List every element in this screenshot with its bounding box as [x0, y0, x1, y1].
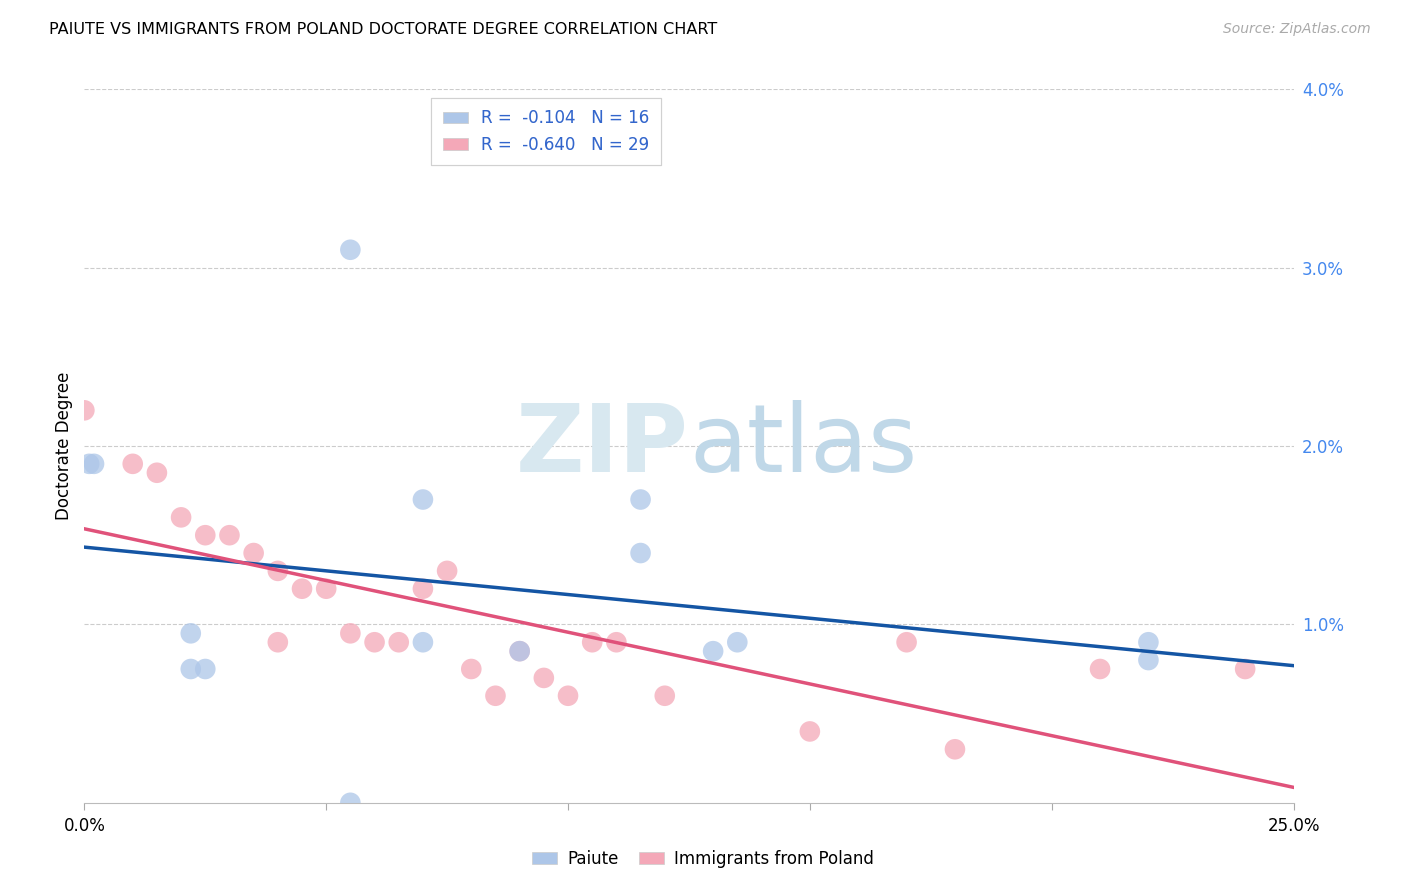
Point [460, 662, 482, 676]
Point [121, 457, 143, 471]
Point [702, 644, 724, 658]
Point [83, 457, 105, 471]
Point [267, 564, 290, 578]
Point [799, 724, 821, 739]
Point [180, 662, 202, 676]
Point [605, 635, 627, 649]
Point [146, 466, 169, 480]
Point [533, 671, 555, 685]
Text: Source: ZipAtlas.com: Source: ZipAtlas.com [1223, 22, 1371, 37]
Text: PAIUTE VS IMMIGRANTS FROM POLAND DOCTORATE DEGREE CORRELATION CHART: PAIUTE VS IMMIGRANTS FROM POLAND DOCTORA… [49, 22, 717, 37]
Point [218, 528, 240, 542]
Point [1137, 635, 1160, 649]
Text: ZIP: ZIP [516, 400, 689, 492]
Point [291, 582, 314, 596]
Legend: R =  -0.104   N = 16, R =  -0.640   N = 29: R = -0.104 N = 16, R = -0.640 N = 29 [432, 97, 661, 165]
Point [896, 635, 918, 649]
Point [1234, 662, 1257, 676]
Point [170, 510, 193, 524]
Point [484, 689, 506, 703]
Point [194, 528, 217, 542]
Point [630, 492, 652, 507]
Point [725, 635, 748, 649]
Point [943, 742, 966, 756]
Point [412, 582, 434, 596]
Point [436, 564, 458, 578]
Point [412, 492, 434, 507]
Point [339, 243, 361, 257]
Point [581, 635, 603, 649]
Point [557, 689, 579, 703]
Point [242, 546, 264, 560]
Point [1137, 653, 1160, 667]
Legend: Paiute, Immigrants from Poland: Paiute, Immigrants from Poland [526, 844, 880, 875]
Point [509, 644, 531, 658]
Text: atlas: atlas [689, 400, 917, 492]
Point [654, 689, 676, 703]
Point [363, 635, 385, 649]
Point [339, 796, 361, 810]
Point [73, 403, 96, 417]
Point [315, 582, 337, 596]
Point [194, 662, 217, 676]
Point [180, 626, 202, 640]
Point [388, 635, 411, 649]
Y-axis label: Doctorate Degree: Doctorate Degree [55, 372, 73, 520]
Point [630, 546, 652, 560]
Point [1088, 662, 1111, 676]
Point [267, 635, 290, 649]
Point [509, 644, 531, 658]
Point [339, 626, 361, 640]
Point [412, 635, 434, 649]
Point [77, 457, 100, 471]
